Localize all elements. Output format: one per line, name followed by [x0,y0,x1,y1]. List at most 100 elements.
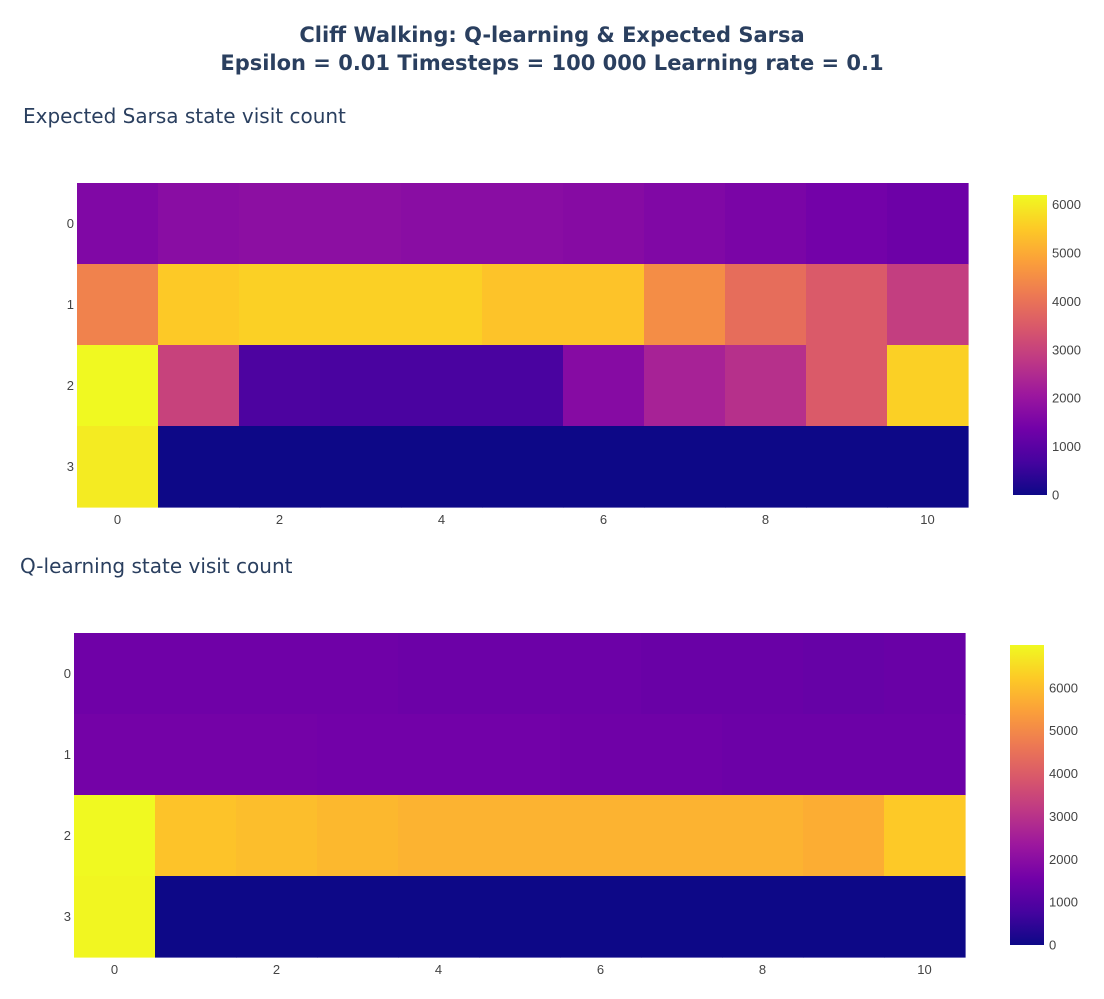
y-tick-label: 3 [64,909,71,924]
cell-r3-c8 [725,426,807,508]
cell-r2-c10 [887,345,969,427]
y-tick-label: 2 [67,378,74,393]
cell-r2-c4 [398,795,480,877]
cell-r1-c2 [239,264,321,346]
cell-r1-c9 [806,264,888,346]
cell-r1-c5 [479,714,561,796]
cell-r1-c0 [77,264,159,346]
cell-r1-c7 [644,264,726,346]
cell-r3-c0 [74,876,156,958]
cell-r1-c1 [155,714,237,796]
cell-r0-c6 [560,633,642,715]
cell-r1-c10 [884,714,966,796]
cell-r0-c1 [158,183,240,265]
cell-r3-c7 [641,876,723,958]
cell-r3-c9 [803,876,885,958]
cell-r0-c4 [398,633,480,715]
y-tick-label: 1 [67,297,74,312]
cell-r2-c8 [725,345,807,427]
figure-title-line2: Epsilon = 0.01 Timesteps = 100 000 Learn… [220,51,883,75]
heatmap-qlearning: 0 2 4 6 8 10 0 1 2 3 [64,633,966,977]
colorbar-tick-label: 2000 [1052,391,1081,406]
cell-r0-c7 [641,633,723,715]
cell-r3-c2 [236,876,318,958]
cell-r1-c0 [74,714,156,796]
cell-r2-c5 [482,345,564,427]
cell-r0-c3 [317,633,399,715]
cell-r2-c7 [641,795,723,877]
cell-r2-c9 [806,345,888,427]
colorbar-tick-label: 1000 [1049,895,1078,910]
cell-r0-c8 [725,183,807,265]
cell-r3-c7 [644,426,726,508]
colorbar-tick-label: 1000 [1052,439,1081,454]
cell-r0-c6 [563,183,645,265]
cell-r1-c8 [722,714,804,796]
colorbar-tick-label: 2000 [1049,852,1078,867]
colorbar-gradient [1013,195,1047,495]
cell-r1-c4 [401,264,483,346]
cell-r0-c5 [479,633,561,715]
cell-r3-c10 [887,426,969,508]
x-tick-label: 4 [435,962,442,977]
cell-r0-c9 [803,633,885,715]
x-tick-label: 0 [114,512,121,527]
cell-r0-c3 [320,183,402,265]
x-tick-label: 2 [276,512,283,527]
cell-r0-c5 [482,183,564,265]
y-tick-label: 3 [67,459,74,474]
cell-r3-c0 [77,426,159,508]
colorbar-tick-label: 6000 [1049,680,1078,695]
x-tick-label: 10 [920,512,934,527]
cell-r0-c2 [239,183,321,265]
x-tick-label: 10 [917,962,931,977]
cell-r3-c10 [884,876,966,958]
colorbar-qlearning: 0 1000 2000 3000 4000 5000 6000 [1010,645,1078,953]
cell-r2-c3 [320,345,402,427]
colorbar-tick-label: 0 [1052,488,1059,503]
y-tick-label: 0 [64,666,71,681]
cell-r0-c4 [401,183,483,265]
cell-r0-c10 [887,183,969,265]
colorbar-tick-label: 5000 [1049,723,1078,738]
cell-r2-c9 [803,795,885,877]
cell-r3-c8 [722,876,804,958]
cell-r1-c9 [803,714,885,796]
y-tick-label: 0 [67,216,74,231]
x-tick-label: 6 [597,962,604,977]
colorbar-tick-label: 4000 [1052,294,1081,309]
subplot-title-qlearning: Q-learning state visit count [20,554,293,578]
cell-r0-c9 [806,183,888,265]
cell-r2-c7 [644,345,726,427]
colorbar-tick-label: 0 [1049,938,1056,953]
cell-r2-c1 [158,345,240,427]
cell-r2-c1 [155,795,237,877]
cell-r3-c2 [239,426,321,508]
cell-r1-c3 [320,264,402,346]
cell-r3-c6 [563,426,645,508]
cell-r3-c1 [158,426,240,508]
colorbar-gradient [1010,645,1044,945]
cell-r2-c3 [317,795,399,877]
colorbar-sarsa: 0 1000 2000 3000 4000 5000 6000 [1013,195,1081,503]
cell-r2-c2 [239,345,321,427]
cell-r2-c6 [563,345,645,427]
cell-r3-c9 [806,426,888,508]
x-tick-label: 2 [273,962,280,977]
cell-r3-c5 [482,426,564,508]
cell-r0-c10 [884,633,966,715]
y-tick-label: 1 [64,747,71,762]
x-tick-label: 8 [759,962,766,977]
x-tick-label: 6 [600,512,607,527]
cell-r2-c6 [560,795,642,877]
cell-r3-c6 [560,876,642,958]
cell-r1-c5 [482,264,564,346]
cell-r2-c10 [884,795,966,877]
cell-r0-c8 [722,633,804,715]
colorbar-tick-label: 4000 [1049,766,1078,781]
cell-r0-c1 [155,633,237,715]
cell-r3-c4 [401,426,483,508]
cell-r2-c5 [479,795,561,877]
cell-r1-c6 [563,264,645,346]
